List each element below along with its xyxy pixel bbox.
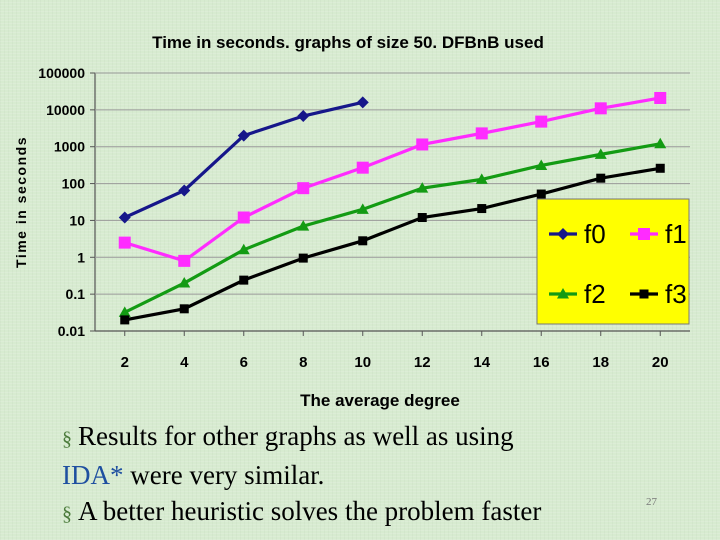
data-point-f1 (594, 102, 607, 115)
bullet-1: § Results for other graphs as well as usi… (62, 418, 662, 457)
bullet-1-text: Results for other graphs as well as usin… (78, 421, 514, 451)
data-point-f1 (535, 115, 548, 128)
chart: Time in seconds. graphs of size 50. DFBn… (13, 33, 690, 410)
x-tick-label: 2 (121, 354, 129, 371)
y-tick-label: 10000 (46, 102, 85, 118)
y-tick-label: 0.1 (66, 286, 86, 302)
data-point-f2 (118, 306, 131, 317)
data-point-f0 (178, 184, 191, 197)
data-point-f0 (118, 211, 131, 224)
legend-label-f2: f2 (584, 279, 606, 309)
data-point-f1 (297, 182, 310, 195)
x-tick-label: 4 (180, 354, 189, 371)
x-tick-label: 12 (414, 354, 431, 371)
legend-marker-f2 (557, 288, 569, 299)
bullet-list: § Results for other graphs as well as usi… (62, 418, 662, 532)
data-point-f3 (417, 213, 427, 223)
y-tick-label: 1000 (54, 139, 85, 155)
y-tick-label: 100000 (38, 65, 85, 81)
data-point-f2 (178, 277, 191, 288)
x-tick-label: 10 (354, 354, 371, 371)
data-point-f1 (356, 161, 369, 174)
data-point-f1 (416, 138, 429, 151)
data-point-f3 (239, 275, 249, 285)
data-point-f1 (654, 91, 667, 104)
legend-label-f0: f0 (584, 219, 606, 249)
series-line-f2 (124, 142, 661, 314)
data-point-f1 (178, 254, 191, 267)
data-point-f2 (654, 137, 667, 149)
bullet-1-continuation: IDA* were very similar. (62, 457, 662, 493)
data-point-f3 (596, 173, 606, 183)
data-point-f2 (356, 203, 369, 214)
slide-number: 27 (646, 496, 657, 508)
ida-star-term: IDA* (62, 460, 124, 490)
y-tick-label: 1 (77, 249, 85, 265)
data-point-f1 (237, 211, 250, 224)
data-point-f2 (416, 182, 429, 193)
y-axis-label: Time in seconds (13, 136, 29, 268)
bullet-icon: § (62, 503, 72, 525)
y-tick-label: 100 (62, 176, 86, 192)
y-tick-label: 10 (69, 212, 85, 228)
data-point-f2 (297, 220, 310, 231)
legend-label-f1: f1 (665, 219, 687, 249)
chart-title: Time in seconds. graphs of size 50. DFBn… (152, 33, 544, 52)
series-layer (118, 91, 667, 325)
data-point-f2 (237, 243, 250, 255)
legend-label-f3: f3 (665, 279, 687, 309)
legend-marker-f1 (638, 228, 650, 240)
data-point-f3 (477, 204, 487, 214)
data-point-f3 (536, 189, 546, 199)
y-tick-label: 0.01 (58, 323, 85, 339)
data-point-f0 (297, 110, 310, 123)
bullet-2: § A better heuristic solves the problem f… (62, 493, 662, 532)
legend-marker-f0 (557, 228, 569, 240)
data-point-f2 (535, 159, 548, 170)
x-axis-label: The average degree (300, 391, 460, 410)
legend-box (536, 198, 690, 325)
bullet-icon: § (62, 428, 72, 450)
data-point-f2 (594, 148, 607, 159)
data-point-f3 (358, 236, 368, 246)
data-point-f3 (655, 163, 665, 173)
data-point-f0 (237, 129, 250, 142)
data-point-f3 (298, 253, 308, 263)
bullet-1-text-end: were very similar. (123, 460, 325, 490)
x-tick-label: 8 (299, 354, 307, 371)
data-point-f1 (118, 236, 131, 249)
data-point-f2 (475, 173, 488, 184)
data-point-f3 (120, 315, 130, 325)
series-line-f3 (124, 166, 661, 322)
legend-marker-f3 (639, 289, 649, 299)
x-tick-label: 6 (240, 354, 248, 371)
data-point-f1 (475, 127, 488, 140)
legend: f0 f1 f2 f3 (536, 198, 690, 325)
x-tick-label: 20 (652, 354, 669, 371)
series-line-f0 (124, 100, 364, 219)
data-point-f0 (356, 96, 369, 109)
x-tick-label: 16 (533, 354, 550, 371)
x-tick-label: 14 (473, 354, 490, 371)
bullet-2-text: A better heuristic solves the problem fa… (78, 496, 542, 526)
data-point-f3 (179, 304, 189, 314)
x-tick-label: 18 (592, 354, 609, 371)
series-line-f1 (124, 96, 661, 263)
